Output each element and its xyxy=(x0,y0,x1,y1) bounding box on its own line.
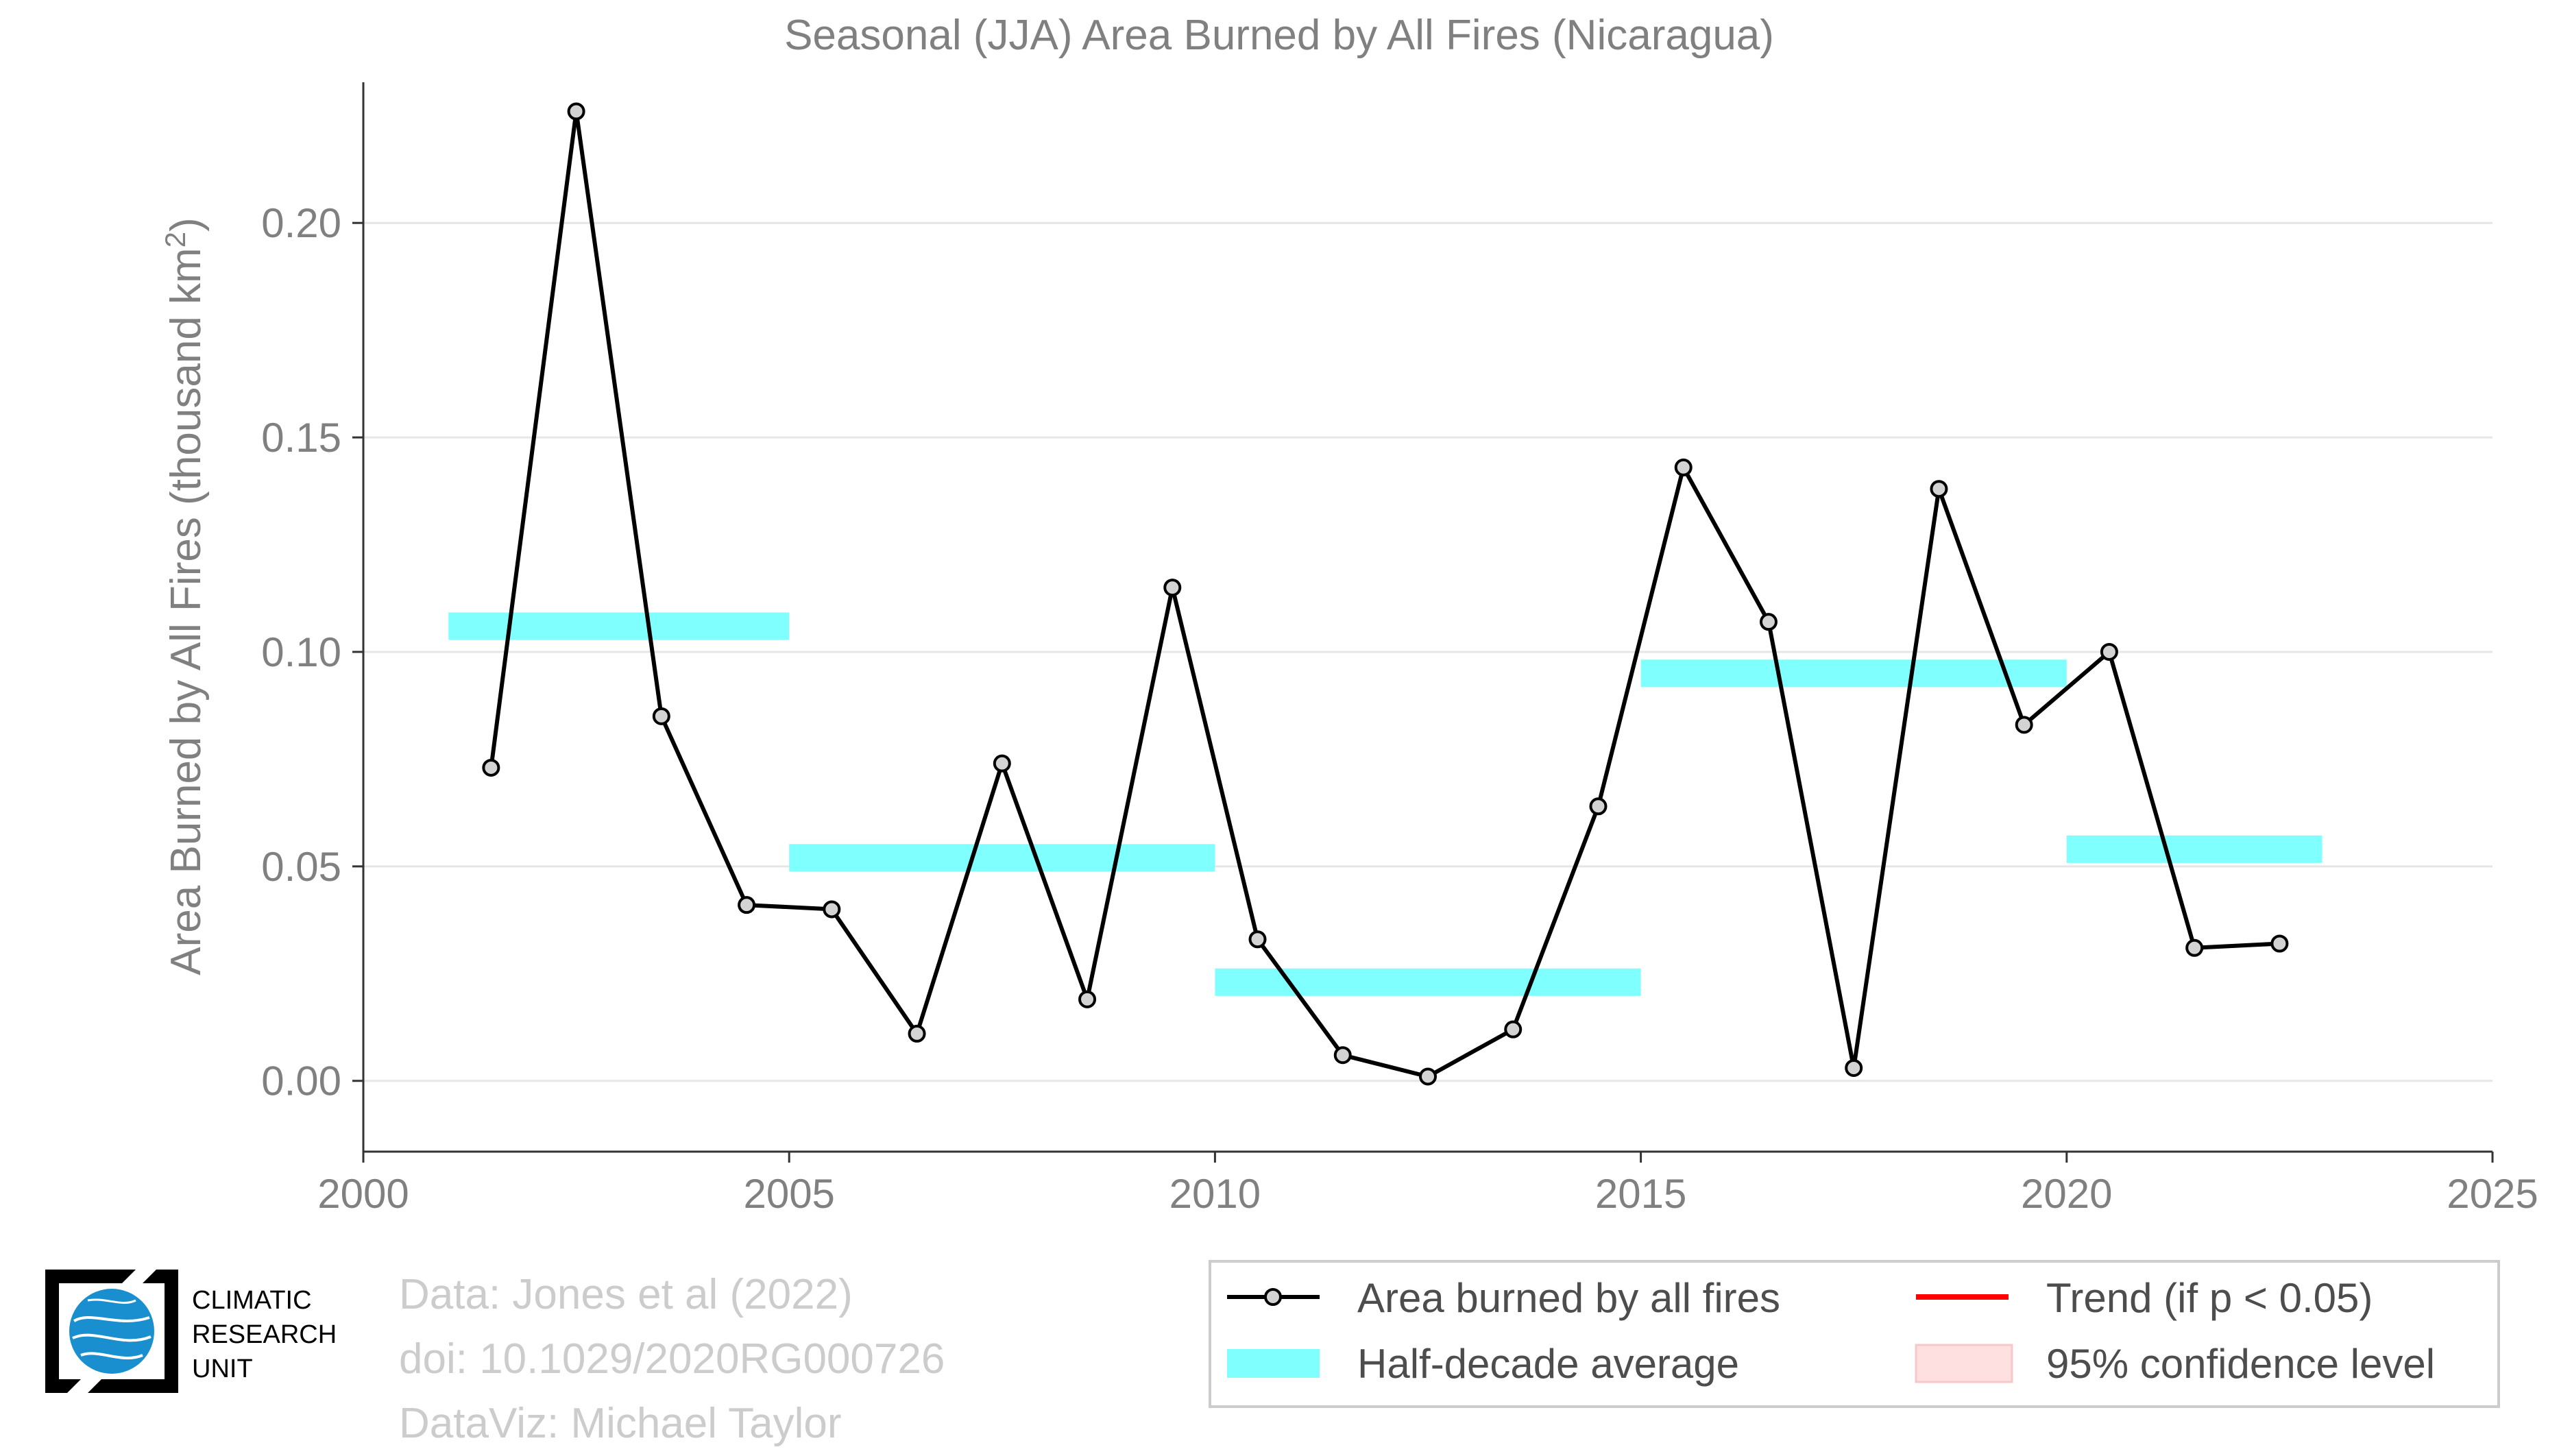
gridlines xyxy=(363,221,2493,1082)
cru-logo xyxy=(40,1263,184,1400)
data-point xyxy=(1589,797,1608,816)
y-axis-label: Area Burned by All Fires (thousand km2) xyxy=(159,217,210,975)
half-decade-bands xyxy=(448,612,2322,996)
half-decade-band xyxy=(789,844,1215,872)
data-point xyxy=(1845,1058,1863,1077)
legend-label-area-burned: Area burned by all fires xyxy=(1357,1275,1780,1321)
data-point xyxy=(567,102,585,121)
data-point xyxy=(1163,579,1182,597)
legend-label-half-decade: Half-decade average xyxy=(1357,1341,1739,1387)
legend-label-confidence: 95% confidence level xyxy=(2046,1341,2435,1387)
x-tick-label: 2000 xyxy=(317,1171,409,1217)
y-tick-label: 0.00 xyxy=(261,1058,341,1104)
credit-data: Data: Jones et al (2022) xyxy=(399,1271,853,1318)
credit-dataviz: DataViz: Michael Taylor xyxy=(399,1400,842,1447)
legend-box xyxy=(1209,1260,2500,1408)
y-tick-label: 0.15 xyxy=(261,415,341,461)
logo-line-1: CLIMATIC xyxy=(192,1286,312,1315)
legend-key-confidence xyxy=(1915,1344,2013,1383)
data-point xyxy=(2185,938,2204,957)
titles: Seasonal (JJA) Area Burned by All Fires … xyxy=(159,12,1774,975)
x-tick-label: 2015 xyxy=(1595,1171,1686,1217)
y-tick-label: 0.20 xyxy=(261,200,341,246)
data-point xyxy=(1078,990,1097,1008)
cru-logo-text: CLIMATIC RESEARCH UNIT xyxy=(192,1283,337,1386)
x-tick-label: 2010 xyxy=(1169,1171,1261,1217)
chart-title: Seasonal (JJA) Area Burned by All Fires … xyxy=(784,12,1774,59)
axes: 0.00 0.05 0.10 0.15 0.20 2000 2005 2010 2015 2020… xyxy=(261,82,2538,1217)
y-axis-label-close: ) xyxy=(162,217,210,232)
data-point xyxy=(2015,716,2033,734)
data-point xyxy=(738,896,756,914)
half-decade-band xyxy=(448,612,790,640)
credit-doi: doi: 10.1029/2020RG000726 xyxy=(399,1335,945,1383)
data-point xyxy=(993,754,1011,773)
y-tick-label: 0.10 xyxy=(261,629,341,675)
half-decade-band xyxy=(1215,968,1641,996)
data-point xyxy=(1248,930,1267,949)
data-point xyxy=(1759,613,1778,631)
y-axis-label-superscript: 2 xyxy=(159,232,191,247)
data-point xyxy=(652,707,670,725)
x-tick-label: 2020 xyxy=(2021,1171,2112,1217)
data-point xyxy=(908,1024,926,1043)
data-point xyxy=(1930,480,1948,498)
data-point xyxy=(823,900,841,919)
legend: Area burned by all fires Trend (if p < 0… xyxy=(1209,1260,2500,1408)
data-point xyxy=(482,758,500,777)
legend-label-trend: Trend (if p < 0.05) xyxy=(2046,1275,2373,1321)
data-point xyxy=(2100,642,2118,661)
data-point xyxy=(1674,458,1693,476)
logo-line-2: RESEARCH xyxy=(192,1320,337,1349)
y-axis-label-main: Area Burned by All Fires (thousand km xyxy=(162,247,210,975)
y-tick-label: 0.05 xyxy=(261,844,341,890)
half-decade-band xyxy=(1640,659,2067,688)
cru-logo-icon xyxy=(45,1270,178,1393)
data-point xyxy=(1504,1020,1523,1039)
series-area-burned xyxy=(482,102,2289,1086)
x-tick-label: 2025 xyxy=(2447,1171,2538,1217)
legend-key-area-burned-marker xyxy=(1264,1288,1282,1306)
x-tick-label: 2005 xyxy=(743,1171,834,1217)
area-burned-line xyxy=(489,109,2280,1079)
data-point xyxy=(1419,1067,1437,1086)
logo-line-3: UNIT xyxy=(192,1355,253,1383)
legend-key-half-decade xyxy=(1227,1349,1320,1378)
credits: Data: Jones et al (2022) doi: 10.1029/20… xyxy=(399,1263,945,1456)
half-decade-band xyxy=(2066,835,2322,863)
data-point xyxy=(1333,1046,1352,1065)
data-point xyxy=(2270,934,2289,953)
